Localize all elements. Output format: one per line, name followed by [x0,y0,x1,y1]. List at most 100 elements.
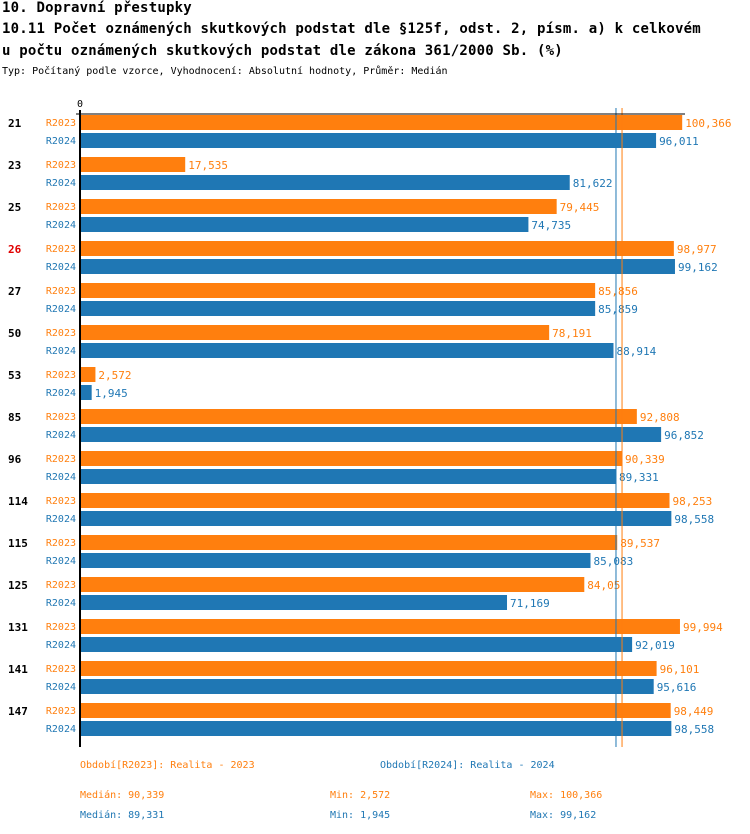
chart-subtitle: Typ: Počítaný podle vzorce, Vyhodnocení:… [2,66,448,77]
value-label-r2023: 85,856 [598,285,638,298]
value-label-r2023: 2,572 [98,369,131,382]
value-label-r2023: 79,445 [560,201,600,214]
category-label: 96 [8,453,22,466]
series-label-r2023: R2023 [46,496,76,507]
bar-r2023 [80,325,550,340]
bar-r2024 [80,217,529,232]
series-label-r2024: R2024 [46,136,76,147]
value-label-r2024: 71,169 [510,597,550,610]
series-label-r2024: R2024 [46,220,76,231]
category-label: 147 [8,705,28,718]
value-label-r2023: 89,537 [620,537,660,550]
chart-title-line-2: u počtu oznámených skutkových podstat dl… [2,43,563,59]
value-label-r2023: 98,977 [677,243,717,256]
bar-r2023 [80,283,596,298]
bar-r2023 [80,157,186,172]
section-title: 10. Dopravní přestupky [2,0,192,16]
series-label-r2023: R2023 [46,664,76,675]
category-label: 131 [8,621,28,634]
series-label-r2023: R2023 [46,538,76,549]
series-label-r2023: R2023 [46,328,76,339]
value-label-r2024: 95,616 [657,681,697,694]
category-label: 115 [8,537,28,550]
series-label-r2024: R2024 [46,430,76,441]
bar-r2023 [80,115,683,130]
bar-r2024 [80,553,591,568]
series-label-r2024: R2024 [46,388,76,399]
category-label: 85 [8,411,21,424]
series-label-r2024: R2024 [46,262,76,273]
value-label-r2024: 85,083 [593,555,633,568]
series-label-r2023: R2023 [46,706,76,717]
stat-min-r2023: Min: 2,572 [330,790,391,801]
value-label-r2023: 84,05 [587,579,620,592]
bar-r2023 [80,199,557,214]
bar-r2023 [80,661,657,676]
value-label-r2024: 98,558 [674,723,714,736]
value-label-r2024: 74,735 [531,219,571,232]
value-label-r2023: 96,101 [660,663,700,676]
legend-r2023: Období[R2023]: Realita - 2023 [80,760,255,771]
category-label: 114 [8,495,28,508]
series-label-r2023: R2023 [46,370,76,381]
category-label: 50 [8,327,21,340]
bar-r2024 [80,385,92,400]
bar-r2024 [80,469,616,484]
stat-median-r2023: Medián: 90,339 [80,790,165,801]
value-label-r2023: 90,339 [625,453,665,466]
series-label-r2023: R2023 [46,160,76,171]
bar-r2024 [80,343,614,358]
bar-r2024 [80,259,675,274]
bar-r2024 [80,721,672,736]
series-label-r2024: R2024 [46,598,76,609]
series-label-r2023: R2023 [46,286,76,297]
bar-r2023 [80,367,96,382]
bar-r2024 [80,175,570,190]
bar-r2024 [80,511,672,526]
value-label-r2024: 81,622 [573,177,613,190]
series-label-r2024: R2024 [46,472,76,483]
category-label: 141 [8,663,28,676]
value-label-r2024: 96,852 [664,429,704,442]
value-label-r2024: 92,019 [635,639,675,652]
bar-r2023 [80,241,674,256]
series-label-r2023: R2023 [46,202,76,213]
bar-r2024 [80,679,654,694]
value-label-r2023: 100,366 [685,117,731,130]
stat-median-r2024: Medián: 89,331 [80,810,165,821]
series-label-r2024: R2024 [46,178,76,189]
category-label: 53 [8,369,21,382]
bar-r2023 [80,577,585,592]
value-label-r2024: 96,011 [659,135,699,148]
value-label-r2023: 98,253 [673,495,713,508]
series-label-r2024: R2024 [46,640,76,651]
value-label-r2023: 92,808 [640,411,680,424]
value-label-r2024: 99,162 [678,261,718,274]
bar-r2024 [80,427,662,442]
value-label-r2023: 98,449 [674,705,714,718]
series-label-r2024: R2024 [46,346,76,357]
category-label: 23 [8,159,21,172]
value-label-r2024: 89,331 [619,471,659,484]
value-label-r2023: 99,994 [683,621,723,634]
series-label-r2023: R2023 [46,622,76,633]
series-label-r2023: R2023 [46,580,76,591]
bar-r2024 [80,133,657,148]
value-label-r2023: 78,191 [552,327,592,340]
bar-r2023 [80,409,637,424]
bar-r2023 [80,619,680,634]
bar-r2023 [80,493,670,508]
value-label-r2024: 88,914 [616,345,656,358]
legend-r2024: Období[R2024]: Realita - 2024 [380,760,555,771]
series-label-r2024: R2024 [46,724,76,735]
series-label-r2023: R2023 [46,244,76,255]
series-label-r2024: R2024 [46,304,76,315]
series-label-r2024: R2024 [46,682,76,693]
x-tick-label: 0 [77,99,83,110]
bar-r2024 [80,637,633,652]
value-label-r2024: 98,558 [674,513,714,526]
chart-title-line-1: 10.11 Počet oznámených skutkových podsta… [2,21,701,37]
bar-chart: 21 R2023 100,366 R2024 96,011 23 R2023 17,535 R2… [8,99,732,747]
value-label-r2024: 85,859 [598,303,638,316]
series-label-r2023: R2023 [46,118,76,129]
